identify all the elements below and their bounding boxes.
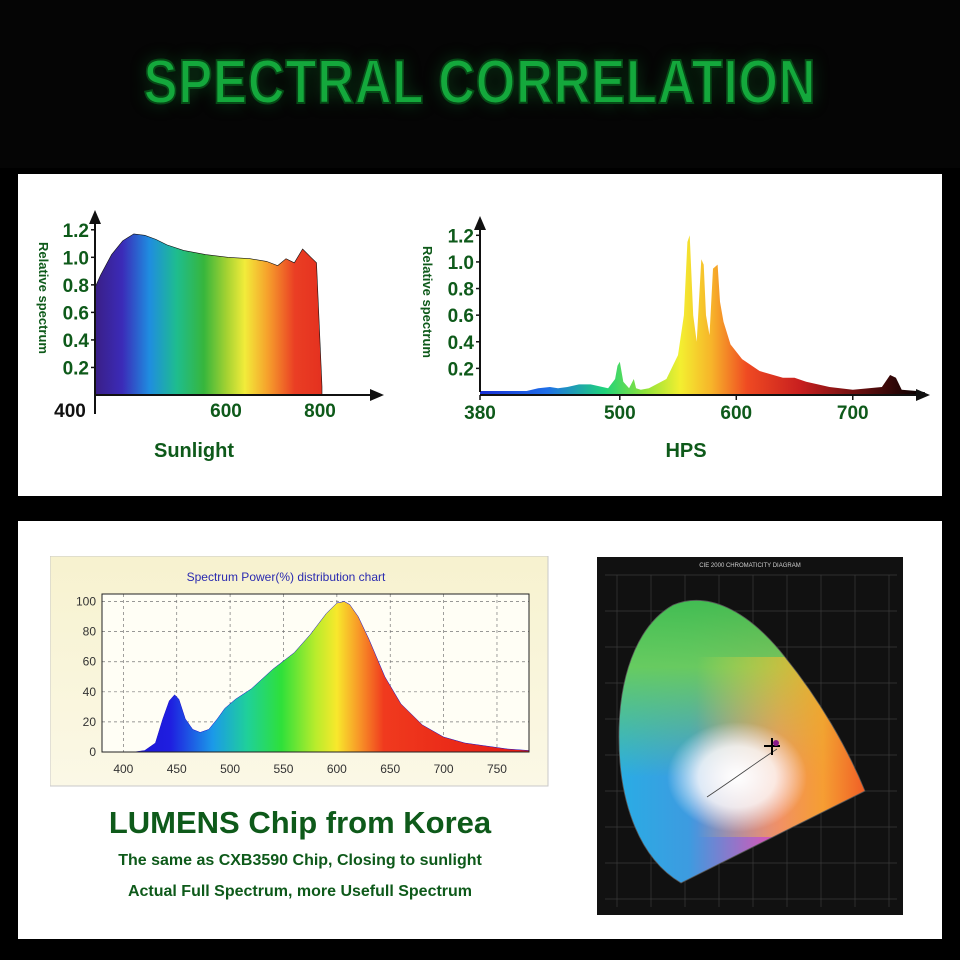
spd-chart: Spectrum Power(%) distribution chart 400… [50,556,549,787]
sunlight-y-tick-label: 0.4 [63,331,90,352]
spd-spectrum-area [102,601,530,753]
sunlight-y-tick-label: 0.2 [63,358,89,379]
cie-marker [764,738,780,755]
sunlight-chart: Relative spectrum Sunlight 0.2 0.4 0.6 0.8 1… [36,210,384,462]
hps-x-tick-label: 380 [464,403,496,424]
sunlight-spectrum-area [94,233,323,396]
spd-x-tick-label: 550 [273,762,293,776]
headline-caption: LUMENS Chip from Korea [108,805,492,840]
spd-chart-title: Spectrum Power(%) distribution chart [187,570,386,584]
hps-x-tick-label: 700 [837,403,869,424]
sunlight-y-arrow [89,210,101,224]
spd-y-tick-label: 20 [83,715,97,729]
sunlight-y-label: Relative spectrum [36,242,51,354]
spd-x-tick-label: 400 [113,762,133,776]
hps-y-tick-label: 1.2 [448,226,474,247]
hps-y-tick-label: 0.6 [448,306,474,327]
title-banner: SPECTRAL CORRELATION [0,0,960,168]
banner-title: SPECTRAL CORRELATION [143,47,817,118]
spd-x-tick-label: 750 [487,762,507,776]
sunlight-y-tick-label: 1.0 [63,248,89,269]
spd-x-tick-label: 500 [220,762,240,776]
spd-plot-border [101,593,530,753]
hps-y-tick-label: 0.4 [448,333,475,354]
sunlight-x-tick-label: 800 [304,401,336,422]
hps-title: HPS [665,440,706,462]
cie-planckian-locus [706,748,778,798]
spd-x-tick-label: 600 [327,762,347,776]
sunlight-y-tick-label: 0.6 [63,303,89,324]
hps-y-tick-label: 0.2 [448,359,474,380]
caption-line-1: The same as CXB3590 Chip, Closing to sun… [118,852,482,869]
sunlight-x-arrow [370,389,384,401]
hps-y-label: Relative spectrum [420,246,435,358]
spd-x-tick-label: 700 [434,762,454,776]
caption-line-2: Actual Full Spectrum, more Usefull Spect… [127,883,473,900]
hps-x-tick-label: 600 [720,403,752,424]
sunlight-x-tick-label: 600 [210,401,242,422]
spd-x-tick-label: 450 [167,762,187,776]
spd-y-tick-label: 80 [83,625,97,639]
cie-title: CIE 2000 CHROMATICITY DIAGRAM [699,563,800,569]
hps-x-arrow [916,389,930,401]
sunlight-y-tick-label: 0.8 [63,276,89,297]
sunlight-x-tick-label: 400 [54,401,86,422]
spd-x-tick-label: 650 [380,762,400,776]
hps-y-tick-label: 0.8 [448,280,474,301]
hps-y-arrow [474,216,486,230]
lumens-panel: Spectrum Power(%) distribution chart 400… [18,521,942,939]
spd-y-tick-label: 40 [83,685,97,699]
hps-chart: Relative spectrum HPS 0.2 0.4 0.6 0.8 1.0 1.2… [420,216,930,462]
cie-gamut-outline [618,600,866,884]
sunlight-title: Sunlight [154,440,234,462]
hps-x-tick-label: 500 [604,403,636,424]
spd-y-tick-label: 0 [89,745,96,759]
spd-y-tick-label: 60 [83,655,97,669]
spd-y-tick-label: 100 [76,595,96,609]
cie-diagram: CIE 2000 CHROMATICITY DIAGRAM [597,557,903,915]
hps-y-tick-label: 1.0 [448,253,474,274]
comparison-charts: Relative spectrum Sunlight 0.2 0.4 0.6 0.8 1… [36,210,930,462]
sunlight-y-tick-label: 1.2 [63,221,89,242]
hps-spectrum-area [480,235,925,395]
comparison-panel: Relative spectrum Sunlight 0.2 0.4 0.6 0.8 1… [18,174,942,496]
